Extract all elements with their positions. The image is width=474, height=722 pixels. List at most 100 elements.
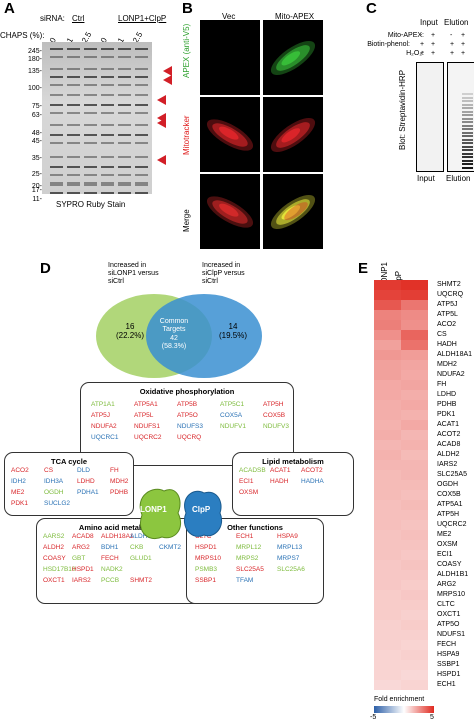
gene-name: BDH1 (101, 544, 119, 551)
gene-name: SUCLG2 (44, 500, 71, 507)
gene-name: CKB (130, 544, 144, 551)
gene-name: CS (44, 467, 54, 474)
panel-b-label: B (182, 0, 193, 17)
heatmap-cell (401, 580, 428, 590)
micrograph-panel (200, 174, 260, 249)
pathway-gene-grid: ATP1A1 ATP5A1 ATP5B ATP5C1 ATP5H ATP5J ATP5L AT… (91, 401, 303, 442)
gel-lane (67, 42, 80, 194)
heatmap-gene-label: LDHD (437, 391, 457, 398)
clpp-label: ClpP (192, 505, 211, 514)
elution-band (462, 163, 473, 165)
heatmap-gene-label: HSPA9 (437, 651, 460, 658)
gel-band (118, 134, 131, 136)
micrograph-panel (200, 20, 260, 95)
gel-band (118, 76, 131, 78)
gel-band (118, 192, 131, 194)
red-arrow-icon (157, 95, 166, 105)
heatmap-cell (374, 540, 401, 550)
gene-name: FH (110, 467, 119, 474)
micrograph-panel (263, 97, 323, 172)
sypro-gel (42, 42, 152, 194)
heatmap-cell (401, 540, 428, 550)
heatmap-row (374, 300, 428, 310)
gene-name: SLC25A5 (236, 566, 264, 573)
heatmap-gene-label: COASY (437, 561, 462, 568)
elution-band (462, 145, 473, 148)
panel-a-label: A (4, 0, 15, 17)
gene-name: ACADSB (239, 467, 266, 474)
heatmap-gene-label: ATP5A1 (437, 501, 463, 508)
gel-band (50, 94, 63, 96)
heatmap-gene-label: ECH1 (437, 681, 456, 688)
gene-name: GBT (72, 555, 86, 562)
condition-value: + (450, 50, 455, 57)
heatmap-gene-label: PDHB (437, 401, 457, 408)
gene-name: COX5B (263, 412, 286, 419)
elution-blot (447, 62, 474, 172)
gene-name: NDUFV3 (263, 423, 290, 430)
heatmap-row (374, 590, 428, 600)
legend-colorbar (374, 706, 434, 713)
gene-name: ECH1 (236, 533, 254, 540)
gene-name: ATP1A1 (91, 401, 115, 408)
heatmap-row (374, 520, 428, 530)
heatmap-row (374, 490, 428, 500)
heatmap-row (374, 570, 428, 580)
group-ctrl: Ctrl (72, 14, 85, 23)
heatmap-row (374, 280, 428, 290)
gel-band (67, 104, 80, 106)
pathway-title: Oxidative phosphorylation (139, 387, 235, 396)
heatmap-gene-label: NDUFS1 (437, 631, 466, 638)
heatmap-cell (401, 480, 428, 490)
red-arrow-icon (157, 118, 166, 128)
heatmap-row (374, 440, 428, 450)
gel-band (101, 56, 114, 58)
gene-name: OXCT1 (43, 577, 65, 584)
gel-band (135, 104, 148, 106)
gel-band (50, 112, 63, 114)
heatmap-cell (374, 280, 401, 290)
gene-name: HSPD1 (195, 544, 217, 551)
legend-min: -5 (370, 714, 377, 721)
pathway-box-4: Other functions CLTC ECH1 HSPA9 HSPD1 MRPL12 M… (186, 518, 324, 604)
mw-marker: 180- (27, 56, 42, 63)
gene-name: ATP5J (91, 412, 111, 419)
heatmap-cell (401, 660, 428, 670)
gene-name: COASY (43, 555, 66, 562)
gene-name: TFAM (236, 577, 254, 584)
heatmap-cell (401, 280, 428, 290)
gel-band (84, 174, 97, 176)
heatmap-cell (401, 400, 428, 410)
heatmap-gene-label: MDH2 (437, 361, 457, 368)
heatmap-cell (401, 490, 428, 500)
heatmap-cell (401, 420, 428, 430)
gel-band (67, 192, 80, 194)
gel-band (118, 104, 131, 106)
heatmap-cell (401, 670, 428, 680)
heatmap-cell (401, 470, 428, 480)
heatmap-row (374, 560, 428, 570)
heatmap-row (374, 670, 428, 680)
gel-band (84, 104, 97, 106)
red-arrow-icon (163, 66, 172, 76)
panel-d-label: D (40, 260, 51, 277)
heatmap-gene-label: ECI1 (437, 551, 453, 558)
gel-band (84, 182, 97, 186)
heatmap-gene-label: OXCT1 (437, 611, 461, 618)
gene-name: PDK1 (11, 500, 28, 507)
gene-name: LDHD (77, 478, 95, 485)
gel-band (67, 166, 80, 168)
gel-band (50, 166, 63, 168)
heatmap-cell (401, 630, 428, 640)
red-arrow-icon (163, 75, 172, 85)
heatmap-cell (374, 680, 401, 690)
micrograph-panel (263, 174, 323, 249)
heatmap-gene-label: ACAT1 (437, 421, 460, 428)
left-only-pct: (22.2%) (115, 331, 144, 340)
row-label-2: Merge (182, 209, 191, 232)
gel-band (118, 56, 131, 58)
condition-value: + (461, 50, 466, 57)
heatmap-gene-label: IARS2 (437, 461, 458, 468)
heatmap-row (374, 600, 428, 610)
blot-side-label: Blot: Streptavidin-HRP (398, 69, 407, 150)
